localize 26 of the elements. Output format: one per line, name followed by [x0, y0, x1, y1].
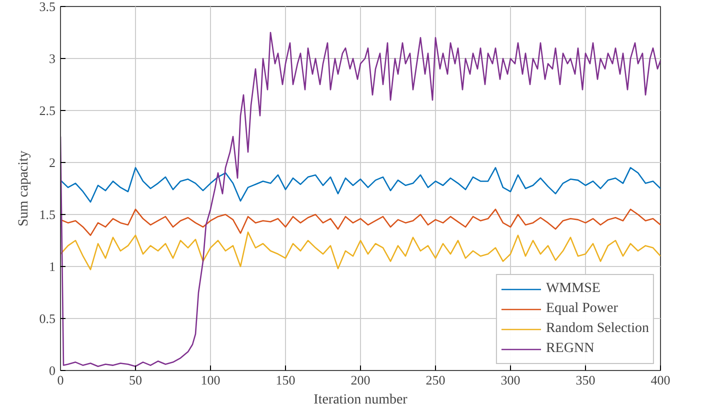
- y-axis-title: Sum capacity: [16, 150, 32, 226]
- x-tick-label: 100: [200, 372, 220, 388]
- y-tick-label: 2.5: [39, 103, 56, 118]
- line-series: [60, 167, 660, 203]
- legend-label: REGNN: [546, 341, 594, 357]
- y-tick-label: 1.5: [39, 207, 56, 222]
- x-tick-label: 50: [129, 372, 142, 388]
- x-tick-label: 150: [276, 372, 296, 388]
- line-series: [60, 208, 660, 236]
- y-tick-label: 0.5: [39, 311, 56, 326]
- x-tick-label: 300: [500, 372, 520, 388]
- x-tick-label: 200: [350, 372, 370, 388]
- x-tick-label: 400: [650, 372, 670, 388]
- legend-label: Equal Power: [546, 301, 618, 317]
- line-series: [60, 232, 660, 270]
- y-tick-label: 1: [49, 259, 56, 274]
- legend-label: WMMSE: [546, 281, 600, 297]
- legend-label: Random Selection: [546, 321, 649, 337]
- y-tick-label: 3: [49, 51, 56, 66]
- x-tick-label: 250: [426, 372, 446, 388]
- y-tick-label: 2: [49, 155, 56, 170]
- y-tick-label: 0: [49, 363, 56, 378]
- y-tick-label: 3.5: [39, 0, 56, 14]
- x-tick-label: 350: [576, 372, 596, 388]
- x-axis-title: Iteration number: [314, 392, 408, 408]
- line-series: [60, 32, 660, 367]
